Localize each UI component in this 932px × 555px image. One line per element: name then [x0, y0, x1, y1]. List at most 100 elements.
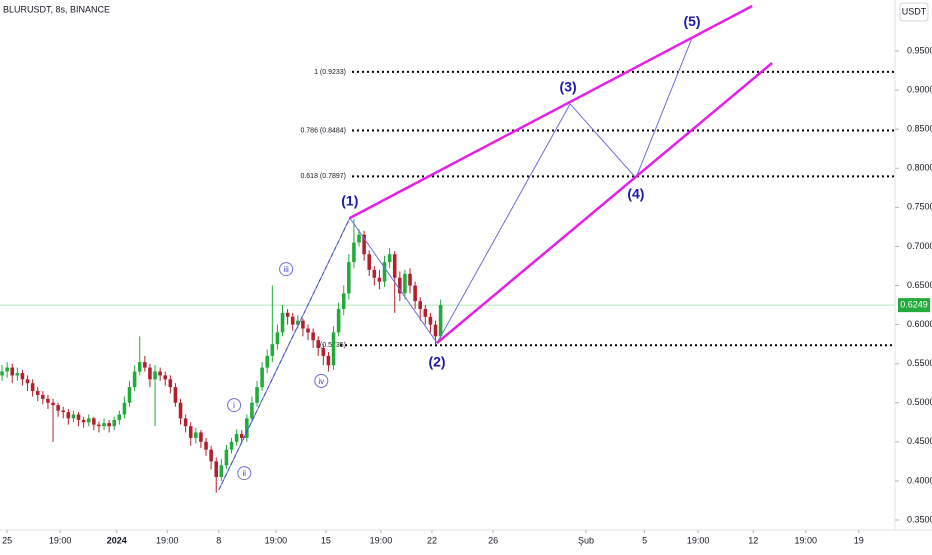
candle-body: [5, 367, 9, 372]
candle-body: [245, 418, 249, 438]
last-price-label: 0.6249: [900, 300, 928, 310]
wave-label: (5): [683, 13, 700, 29]
candle-body: [413, 285, 417, 302]
candle-body: [30, 383, 35, 392]
wave-label: (3): [560, 78, 577, 94]
x-tick-label: 12: [748, 535, 758, 545]
subwave-label: iv: [318, 377, 324, 386]
last-price-badge: [898, 298, 930, 313]
candle-body: [336, 308, 341, 333]
candle-body: [97, 424, 101, 427]
x-tick-label: 19:00: [370, 535, 393, 545]
candle-body: [398, 277, 402, 294]
y-tick-label: 0.9500: [907, 45, 932, 55]
candle-body: [122, 402, 127, 415]
candle-body: [81, 419, 86, 423]
candle-body: [239, 434, 244, 438]
candle-body: [377, 277, 382, 282]
candle-body: [438, 305, 443, 337]
subwave-label: i: [233, 401, 235, 410]
candle-body: [199, 432, 203, 442]
candle-body: [275, 332, 280, 345]
y-tick-label: 0.5000: [907, 397, 932, 407]
candle-body: [403, 273, 407, 294]
candle-body: [352, 242, 356, 263]
x-tick-label: 19:00: [687, 535, 710, 545]
candle-body: [66, 412, 71, 419]
candle-body: [311, 332, 315, 341]
candle-body: [15, 373, 20, 376]
wave-label: (2): [428, 354, 445, 370]
currency-box[interactable]: [899, 2, 929, 22]
candle-body: [20, 373, 25, 380]
candle-body: [408, 273, 412, 286]
candle-body: [229, 441, 234, 450]
y-tick-label: 0.7500: [907, 202, 932, 212]
candle-body: [92, 418, 96, 425]
candle-body: [158, 371, 162, 376]
candle-body: [306, 328, 310, 333]
candle-body: [301, 320, 305, 329]
candle-body: [183, 418, 188, 427]
candle-body: [296, 320, 300, 325]
y-tick-label: 0.5500: [907, 358, 932, 368]
currency[interactable]: USDT: [902, 6, 927, 16]
x-tick-label: 8: [216, 535, 221, 545]
candle-body: [143, 362, 147, 368]
candle-body: [285, 312, 290, 317]
candle-body: [25, 379, 30, 384]
candle-body: [107, 423, 111, 427]
y-tick-label: 0.9000: [907, 84, 932, 94]
candle-body: [188, 426, 193, 438]
y-tick-label: 0.4000: [907, 475, 932, 485]
candle-body: [163, 375, 168, 380]
subwave-circle: [314, 373, 329, 388]
candle-body: [382, 262, 387, 282]
candle-body: [76, 414, 81, 420]
candle-body: [260, 367, 264, 388]
y-tick-label: 0.8500: [907, 124, 932, 134]
candle-body: [46, 398, 50, 403]
candle-body: [428, 316, 433, 325]
candle-body: [51, 402, 55, 406]
candle-body: [255, 387, 259, 403]
candle-body: [214, 461, 219, 478]
symbol-title: BLURUSDT, 8s, BINANCE: [3, 4, 110, 14]
candle-body: [173, 387, 178, 403]
candle-body: [71, 414, 76, 419]
candle-body: [56, 405, 60, 411]
candle-body: [433, 324, 438, 337]
candle-body: [209, 449, 213, 462]
candle-body: [127, 387, 132, 403]
y-tick-label: 0.3500: [907, 514, 932, 524]
candle-body: [224, 449, 229, 466]
wave-dash: [218, 217, 351, 491]
x-tick-label: 22: [427, 535, 437, 545]
candle-body: [102, 423, 106, 427]
candle-body: [280, 312, 285, 333]
x-tick-label: 19:00: [49, 535, 72, 545]
candle-body: [0, 371, 4, 376]
candle-body: [234, 434, 239, 442]
x-tick-label: Şub: [578, 535, 594, 545]
subwave-circle: [227, 398, 242, 413]
y-tick-label: 0.6000: [907, 319, 932, 329]
candle-body: [326, 355, 331, 366]
candle-body: [117, 414, 122, 420]
x-tick-label: 26: [488, 535, 498, 545]
y-tick-label: 0.4500: [907, 436, 932, 446]
candle-body: [204, 441, 208, 450]
wave-path: [218, 37, 693, 491]
candle-body: [362, 234, 366, 255]
x-tick-label: 15: [321, 535, 331, 545]
candle-body: [194, 432, 198, 438]
subwave-label: ii: [242, 469, 246, 478]
candle-body: [357, 234, 361, 243]
candle-body: [168, 379, 173, 388]
candle-body: [367, 254, 372, 270]
fib-label: 1 (0.9233): [314, 69, 346, 76]
candle-body: [331, 332, 336, 366]
candle-body: [265, 355, 270, 368]
candle-body: [341, 293, 346, 309]
